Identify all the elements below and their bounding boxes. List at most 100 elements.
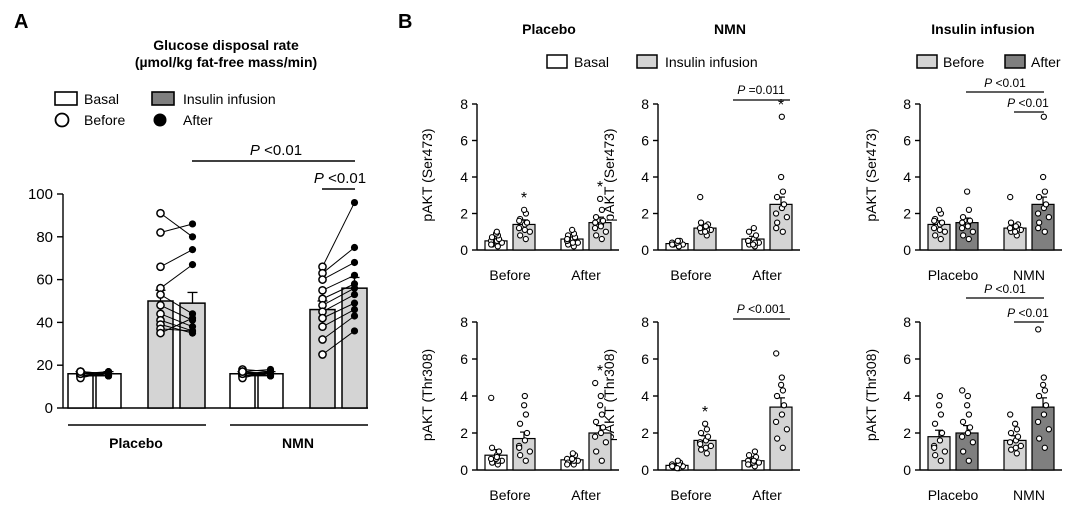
panel-b-point [745, 237, 752, 245]
panel-b-point [774, 219, 781, 226]
panel-b-point [697, 440, 704, 448]
panel-b-ytick-label: 4 [641, 169, 649, 185]
panel-b-point [674, 237, 681, 245]
panel-a-ytick-label: 20 [36, 357, 53, 374]
panel-b-point [959, 219, 966, 226]
panel-b-point [779, 387, 787, 394]
panel-a-pair-line [160, 317, 193, 334]
panel-b-ytick-label: 0 [641, 242, 649, 258]
legend-swatch-b-after [1004, 54, 1026, 69]
legend-swatch-b-before [916, 54, 938, 69]
panel-a-point-after [350, 327, 359, 335]
panel-b-point [593, 232, 600, 239]
panel-a-pair-line [160, 328, 193, 332]
panel-b-point [779, 228, 786, 235]
panel-a-pair-line [322, 315, 355, 340]
panel-a-point-before [318, 322, 327, 332]
panel-b-point [959, 387, 966, 394]
panel-b-ytick-label: 2 [641, 425, 649, 441]
panel-b-point [774, 435, 781, 442]
panel-b-point [568, 226, 576, 234]
panel-a-pair-line [322, 287, 355, 306]
legend-swatch-b-basal [546, 54, 568, 69]
panel-a-point-before [156, 228, 165, 237]
panel-b-category-label: After [752, 487, 782, 503]
panel-b-point [487, 455, 495, 463]
panel-b-ytick-label: 0 [641, 462, 649, 478]
panel-a-title: Glucose disposal rate [153, 37, 299, 53]
panel-a-pair-line [160, 212, 193, 238]
panel-b-point [966, 217, 974, 224]
legend-label-before: Before [84, 112, 125, 128]
panel-a-point-after [188, 327, 197, 335]
panel-b-ytick-label: 2 [641, 206, 649, 222]
panel-b-point [522, 457, 529, 464]
panel-b-point [598, 206, 606, 213]
panel-b-point [522, 411, 530, 418]
panel-letter-b: B [398, 11, 412, 33]
panel-b-point [703, 426, 711, 433]
panel-b-point [674, 457, 681, 464]
panel-b-point [778, 374, 785, 381]
panel-a-point-after [350, 284, 359, 292]
legend-label-b-after: After [1031, 54, 1061, 70]
panel-b-point [959, 213, 967, 221]
panel-a-pair-line [160, 313, 193, 328]
panel-b-point [1039, 173, 1047, 181]
panel-a-point-after [350, 312, 359, 320]
panel-b-point [521, 226, 528, 234]
panel-b-point [1011, 420, 1019, 427]
panel-b-point [1039, 381, 1047, 389]
panel-a-point-after [350, 299, 359, 307]
panel-a-pair-line [80, 371, 109, 377]
panel-b-point [591, 224, 599, 232]
panel-a-pair-line [242, 371, 271, 377]
panel-b-point [1041, 188, 1049, 195]
panel-a-title-units: (µmol/kg fat-free mass/min) [135, 54, 317, 70]
panel-b-point [960, 448, 967, 455]
panel-b-ytick-label: 0 [903, 242, 911, 258]
panel-b-point [745, 228, 753, 235]
panel-b-point [488, 444, 496, 451]
panel-b-p-label: P <0.01 [984, 76, 1026, 90]
panel-b-point [931, 217, 938, 224]
panel-b-ytick-label: 4 [460, 169, 468, 185]
panel-b-point [964, 223, 971, 230]
panel-b-point [931, 444, 938, 451]
panel-a-point-before [156, 328, 165, 338]
panel-b-point [526, 448, 534, 455]
panel-b-bar [955, 432, 979, 471]
panel-b-point [669, 241, 676, 248]
panel-b-category-label: Before [670, 487, 711, 503]
ylabel-thr308-2: pAKT (Thr308) [601, 349, 617, 441]
panel-b-point [1035, 392, 1043, 400]
panel-a-point-before [156, 262, 165, 272]
panel-b-point [752, 232, 760, 239]
panel-b-category-label: NMN [1013, 267, 1045, 283]
panel-b-point [965, 457, 972, 464]
panel-a-point-before [318, 275, 327, 284]
legend-label-b-basal: Basal [574, 54, 609, 70]
panel-b-category-label: Placebo [928, 487, 979, 503]
panel-b-point [935, 402, 943, 409]
panel-b-point [1041, 387, 1049, 394]
ylabel-ser473-2: pAKT (Ser473) [601, 128, 617, 221]
panel-b-point [488, 234, 496, 241]
panel-b-point [701, 420, 709, 427]
panel-b-point [1012, 223, 1019, 230]
ylabel-ser473-1: pAKT (Ser473) [419, 128, 435, 221]
panel-b-point [930, 224, 938, 232]
panel-a-point-after [350, 271, 359, 279]
panel-a-point-after [104, 372, 113, 380]
panel-b-point [596, 402, 604, 409]
ylabel-ser473-3: pAKT (Ser473) [863, 128, 879, 221]
panel-b-point [702, 444, 709, 451]
panel-b-point [964, 429, 972, 437]
panel-b-category-label: Before [670, 267, 711, 283]
panel-b-point [772, 418, 780, 426]
panel-b-ytick-label: 0 [903, 462, 911, 478]
panel-b-point [522, 235, 529, 243]
panel-b-point [599, 424, 607, 431]
panel-b-point [964, 392, 971, 400]
panel-b-point [1006, 224, 1014, 232]
